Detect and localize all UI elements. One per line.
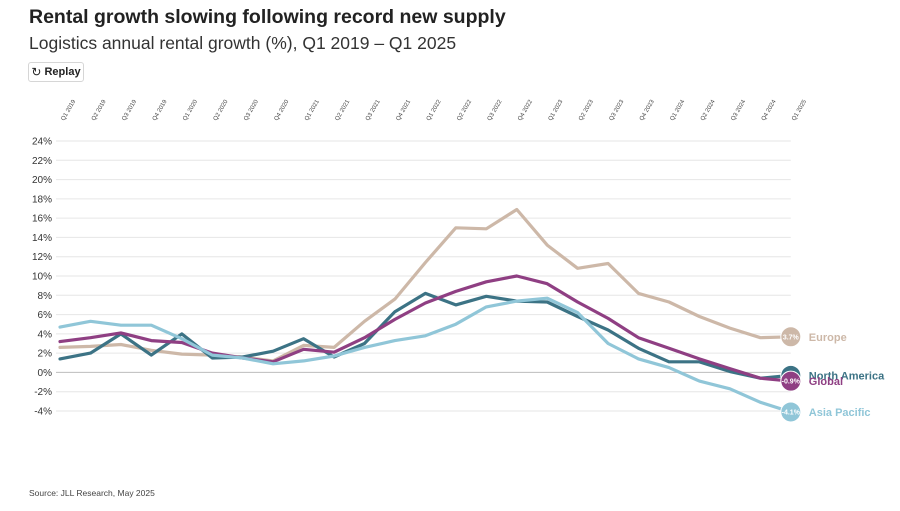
x-tick-label: Q4 2022	[517, 98, 534, 122]
gridlines	[56, 140, 791, 412]
x-tick-label: Q1 2023	[548, 98, 565, 122]
y-axis-ticks: 24% 22% 20% 18% 16% 14% 12% 10% 8% 6% 4% 2% 0% -2% -4%	[32, 137, 52, 418]
x-tick-label: Q3 2024	[730, 98, 747, 122]
y-tick-label: 14%	[32, 233, 52, 244]
y-tick-label: 8%	[38, 291, 53, 302]
y-tick-label: 16%	[32, 214, 52, 225]
y-tick-label: 12%	[32, 252, 52, 263]
x-tick-label: Q1 2024	[670, 98, 687, 122]
y-tick-label: 6%	[38, 310, 53, 321]
y-tick-label: -2%	[34, 387, 52, 398]
series-name-label: Global	[809, 376, 843, 388]
end-marker	[780, 401, 802, 423]
replay-button[interactable]: ↻ Replay	[28, 62, 84, 82]
chart-subtitle: Logistics annual rental growth (%), Q1 2…	[29, 33, 457, 53]
series-name-label: Asia Pacific	[809, 407, 871, 419]
x-axis-ticks: Q1 2019 Q2 2019 Q3 2019 Q4 2019 Q1 2020 Q2 20…	[61, 98, 809, 122]
x-tick-label: Q4 2019	[152, 98, 169, 122]
chart-title: Rental growth slowing following record n…	[29, 6, 506, 28]
x-tick-label: Q1 2019	[61, 98, 78, 122]
series-line-global	[58, 274, 793, 383]
x-tick-label: Q1 2022	[426, 98, 443, 122]
end-value-label: 3.7%	[783, 334, 800, 341]
y-tick-label: 24%	[32, 137, 52, 148]
y-tick-label: 18%	[32, 194, 52, 205]
end-marker	[780, 370, 802, 392]
series-line-asia-pacific	[58, 296, 793, 414]
y-tick-label: 2%	[38, 349, 53, 360]
y-tick-label: 0%	[38, 368, 53, 379]
x-tick-label: Q2 2020	[213, 98, 230, 122]
series-name-label: Europe	[809, 332, 847, 344]
x-tick-label: Q3 2021	[365, 98, 382, 122]
y-tick-label: 22%	[32, 156, 52, 167]
x-tick-label: Q4 2020	[274, 98, 291, 122]
x-tick-label: Q3 2019	[121, 98, 138, 122]
x-tick-label: Q1 2025	[791, 98, 808, 122]
end-value-label: -0.9%	[782, 379, 801, 386]
x-tick-label: Q4 2024	[761, 98, 778, 122]
x-tick-label: Q4 2023	[639, 98, 656, 122]
x-tick-label: Q2 2022	[456, 98, 473, 122]
y-tick-label: -4%	[34, 407, 52, 418]
x-tick-label: Q3 2020	[243, 98, 260, 122]
x-tick-label: Q2 2021	[335, 98, 352, 122]
end-value-label: -4.1%	[782, 409, 801, 416]
x-tick-label: Q2 2019	[91, 98, 108, 122]
x-tick-label: Q3 2022	[487, 98, 504, 122]
series-lines	[58, 207, 793, 414]
source-note: Source: JLL Research, May 2025	[29, 488, 155, 498]
series-line-europe	[58, 207, 793, 363]
series-name-label: North America	[809, 370, 885, 382]
y-tick-label: 4%	[38, 329, 53, 340]
replay-icon: ↻	[31, 65, 42, 79]
x-tick-label: Q3 2023	[609, 98, 626, 122]
y-tick-label: 20%	[32, 175, 52, 186]
x-tick-label: Q2 2024	[700, 98, 717, 122]
x-tick-label: Q4 2021	[395, 98, 412, 122]
series-line-north-america	[58, 291, 793, 380]
end-marker	[780, 326, 802, 348]
x-tick-label: Q1 2021	[304, 98, 321, 122]
x-tick-label: Q1 2020	[182, 98, 199, 122]
y-tick-label: 10%	[32, 272, 52, 283]
replay-button-label: Replay	[44, 66, 81, 78]
x-tick-label: Q2 2023	[578, 98, 595, 122]
